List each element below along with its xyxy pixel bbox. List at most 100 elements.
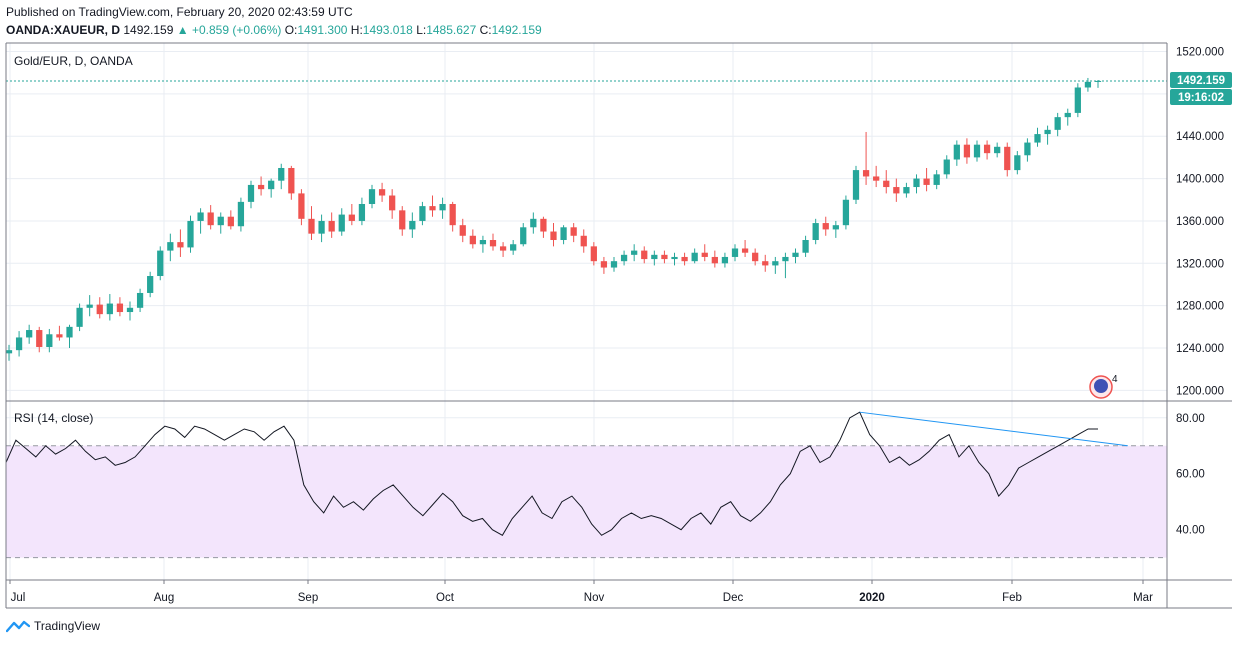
candle-body — [762, 261, 769, 266]
candle-body — [651, 254, 658, 260]
candle-body — [227, 216, 234, 227]
candle-body — [439, 203, 446, 211]
candle-body — [167, 242, 174, 251]
candle-body — [26, 330, 33, 338]
candle-body — [631, 250, 638, 255]
candle-body — [268, 180, 275, 190]
candle-body — [772, 261, 779, 266]
candle-body — [1084, 81, 1092, 88]
candle-body — [1004, 146, 1011, 171]
symbol-name[interactable]: OANDA:XAUEUR, D — [6, 23, 120, 37]
x-tick-label: Mar — [1133, 592, 1153, 604]
candle-body — [792, 252, 799, 257]
candle-body — [217, 216, 224, 226]
high-value: 1493.018 — [362, 23, 413, 37]
candle-body — [308, 218, 315, 234]
candle-body — [197, 212, 204, 221]
candle-body — [540, 218, 547, 232]
candle-body — [994, 146, 1001, 154]
candle-body — [399, 210, 406, 230]
candle-body — [590, 246, 597, 262]
candle-body — [86, 304, 93, 308]
candle-body — [711, 256, 718, 264]
low-label: L: — [416, 23, 427, 37]
candle-body — [520, 227, 527, 245]
candle-body — [802, 240, 809, 253]
price-tick-label: 1320.000 — [1176, 258, 1224, 270]
candle-body — [701, 252, 708, 257]
price-tick-label: 1240.000 — [1176, 343, 1224, 355]
rsi-line — [5, 411, 1098, 536]
candle-body — [56, 334, 63, 338]
x-tick-label: 2020 — [859, 592, 885, 604]
candle-body — [409, 220, 416, 230]
price-tick-label: 1520.000 — [1176, 46, 1224, 58]
rsi-tick-label: 60.00 — [1176, 469, 1205, 481]
candle-body — [570, 227, 577, 236]
candle-body — [963, 144, 971, 158]
candle-body — [348, 214, 355, 221]
footer-brand[interactable]: TradingView — [6, 619, 100, 633]
event-count: 4 — [1112, 374, 1118, 385]
candle-body — [510, 244, 517, 251]
brand-text: TradingView — [34, 619, 101, 633]
candle-body — [429, 206, 436, 211]
candle-body — [973, 144, 981, 158]
candle-body — [1064, 112, 1071, 118]
eu-flag-icon — [1094, 379, 1108, 393]
event-badge[interactable]: 4 — [1089, 374, 1118, 399]
candle-body — [389, 195, 396, 211]
candle-body — [560, 227, 567, 241]
x-tick-label: Jul — [11, 592, 26, 604]
candle-body — [883, 180, 890, 188]
candle-body — [943, 159, 950, 175]
candle-body — [328, 220, 335, 232]
candle-body — [5, 350, 13, 354]
rsi-band — [6, 445, 1167, 559]
close-value: 1492.159 — [491, 23, 542, 37]
candle-body — [187, 220, 194, 248]
candle-body — [318, 220, 325, 234]
candle-body — [782, 256, 789, 262]
price-tag: 1492.159 19:16:02 — [1170, 71, 1232, 105]
candle-body — [157, 250, 164, 277]
countdown-tag-bg — [1170, 88, 1232, 105]
candle-body — [752, 252, 759, 262]
candle-body — [1054, 117, 1061, 130]
high-label: H: — [350, 23, 363, 37]
candle-body — [661, 254, 668, 260]
x-tick-label: Nov — [584, 592, 605, 604]
candle-body — [832, 225, 839, 230]
candle-body — [741, 248, 749, 253]
candle-body — [913, 178, 920, 188]
candle-body — [852, 170, 860, 200]
candle-body — [76, 307, 83, 327]
candle-body — [1044, 129, 1051, 135]
candle-body — [126, 307, 134, 313]
candle-body — [257, 184, 265, 190]
candle-body — [298, 193, 305, 219]
candle-body — [358, 203, 366, 221]
low-value: 1485.627 — [426, 23, 477, 37]
candle-body — [600, 261, 608, 268]
price-change: ▲ +0.859 (+0.06%) — [176, 23, 282, 37]
candle-body — [499, 246, 507, 251]
candles — [5, 77, 1167, 361]
candle-body — [721, 256, 729, 264]
candle-body — [368, 189, 376, 204]
candle-body — [459, 225, 466, 236]
candle-body — [731, 248, 739, 257]
candle-body — [550, 231, 557, 241]
candle-body — [1024, 142, 1031, 156]
x-tick-label: Feb — [1002, 592, 1022, 604]
candle-body — [681, 256, 688, 262]
candle-body — [1074, 87, 1081, 113]
pane-frame — [5, 42, 1232, 609]
published-text: Published on TradingView.com, February 2… — [6, 5, 353, 19]
candle-body — [237, 201, 245, 227]
candle-body — [177, 242, 184, 248]
open-value: 1491.300 — [297, 23, 348, 37]
rsi-tick-label: 80.00 — [1176, 413, 1205, 425]
candle-body — [953, 144, 960, 160]
